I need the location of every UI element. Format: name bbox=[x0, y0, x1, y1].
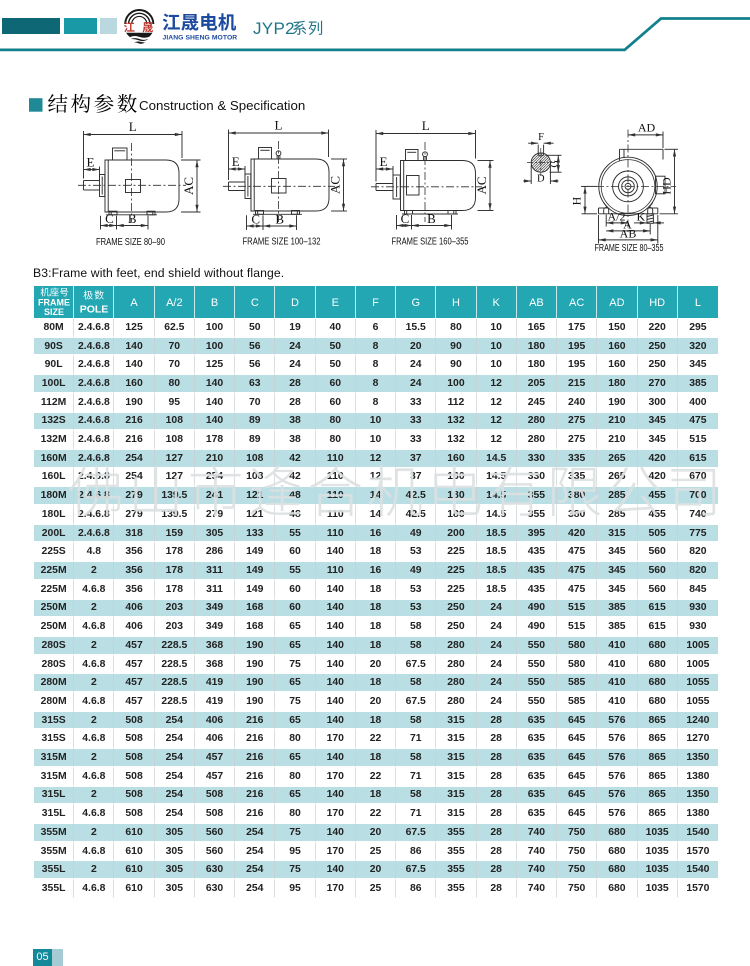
svg-text:B: B bbox=[128, 211, 137, 226]
svg-text:AB: AB bbox=[620, 227, 637, 241]
svg-text:K: K bbox=[636, 209, 645, 223]
svg-text:A/2: A/2 bbox=[608, 209, 626, 223]
svg-text:H: H bbox=[570, 196, 584, 205]
svg-text:E: E bbox=[87, 154, 95, 169]
svg-text:JIANG SHENG MOTOR: JIANG SHENG MOTOR bbox=[163, 34, 238, 41]
svg-text:L: L bbox=[275, 118, 283, 133]
svg-text:Construction & Specification: Construction & Specification bbox=[139, 98, 305, 113]
svg-text:C: C bbox=[401, 211, 410, 226]
svg-text:FRAME SIZE 160–355: FRAME SIZE 160–355 bbox=[392, 237, 469, 248]
svg-text:SIZE: SIZE bbox=[44, 307, 64, 317]
svg-text:FRAME SIZE 80–90: FRAME SIZE 80–90 bbox=[96, 237, 165, 248]
svg-text:JYP2: JYP2 bbox=[253, 19, 295, 38]
svg-text:FRAME: FRAME bbox=[38, 298, 70, 308]
svg-text:AC: AC bbox=[181, 177, 196, 195]
svg-text:FRAME SIZE 80–355: FRAME SIZE 80–355 bbox=[595, 243, 664, 254]
svg-text:C: C bbox=[251, 212, 260, 227]
svg-text:A: A bbox=[623, 218, 632, 232]
svg-text:D: D bbox=[537, 173, 545, 184]
svg-text:C: C bbox=[105, 211, 114, 226]
svg-text:L: L bbox=[422, 118, 430, 133]
svg-text:G: G bbox=[549, 160, 560, 168]
svg-text:HD: HD bbox=[659, 177, 673, 195]
svg-text:B: B bbox=[427, 211, 436, 226]
svg-text:F: F bbox=[538, 132, 544, 143]
svg-text:AD: AD bbox=[638, 120, 656, 134]
svg-text:E: E bbox=[380, 154, 388, 169]
svg-text:AC: AC bbox=[474, 176, 489, 194]
svg-text:POLE: POLE bbox=[80, 304, 109, 316]
svg-text:L: L bbox=[129, 119, 137, 134]
svg-text:FRAME SIZE 100–132: FRAME SIZE 100–132 bbox=[243, 237, 321, 248]
svg-text:AC: AC bbox=[328, 176, 343, 194]
svg-text:B: B bbox=[275, 212, 284, 227]
svg-text:E: E bbox=[232, 154, 240, 169]
